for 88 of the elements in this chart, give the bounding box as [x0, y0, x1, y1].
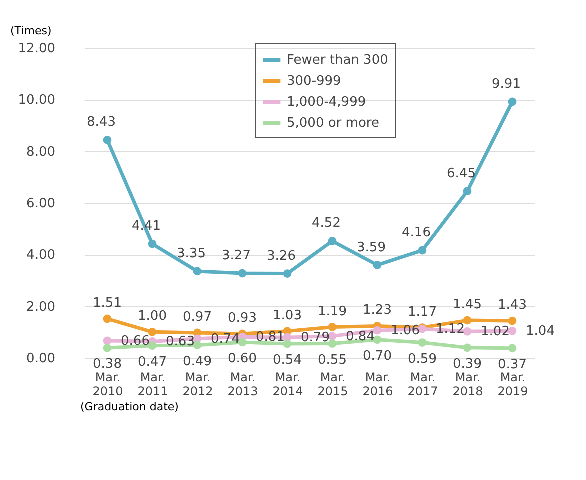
point — [508, 98, 517, 106]
x-tick-label: Mar. 2013 — [228, 370, 258, 398]
data-label: 1.00 — [138, 309, 167, 324]
data-label: 0.39 — [453, 356, 482, 372]
point — [328, 323, 337, 332]
data-label: 0.49 — [183, 354, 212, 370]
x-tick-label: Mar. 2014 — [272, 370, 304, 398]
data-label: 6.45 — [447, 166, 476, 182]
data-label: 0.59 — [408, 352, 437, 367]
data-label: 3.27 — [222, 248, 251, 264]
point — [103, 314, 112, 324]
data-label: 1.45 — [453, 298, 482, 313]
x-tick-label: Mar. 2012 — [182, 370, 214, 398]
y-tick-label: 2.00 — [26, 300, 56, 315]
point — [283, 270, 292, 278]
point — [103, 344, 112, 352]
point — [148, 328, 157, 336]
point — [103, 336, 112, 346]
data-label: 0.60 — [228, 352, 257, 366]
point — [328, 237, 337, 246]
data-label: 0.55 — [318, 352, 347, 368]
point — [508, 344, 517, 353]
data-label: 1.12 — [436, 322, 465, 338]
point — [193, 267, 202, 276]
point — [373, 326, 382, 335]
x-tick-label: Mar. 2016 — [362, 370, 394, 398]
x-tick-label: Mar. 2010 — [92, 370, 124, 398]
legend-label: 300-999 — [287, 74, 342, 89]
y-tick-label: 4.00 — [26, 248, 56, 264]
data-label: 0.74 — [211, 332, 240, 347]
data-label: 8.43 — [87, 115, 116, 130]
data-label: 0.47 — [138, 354, 167, 370]
data-label: 0.54 — [273, 353, 302, 368]
point — [103, 136, 112, 144]
data-label: 0.84 — [346, 329, 375, 344]
data-label: 0.79 — [301, 330, 330, 346]
x-tick-label: Mar. 2017 — [408, 370, 438, 398]
point — [463, 327, 472, 336]
point — [418, 338, 427, 347]
data-label: 3.35 — [177, 246, 206, 262]
point — [463, 344, 472, 352]
x-tick-label: Mar. 2019 — [498, 370, 528, 398]
point — [463, 187, 472, 196]
point — [283, 340, 292, 348]
x-tick-label: Mar. 2011 — [138, 370, 168, 398]
data-label: 0.38 — [93, 357, 122, 372]
y-tick-label: 10.00 — [18, 93, 56, 108]
data-label: 1.19 — [318, 304, 347, 320]
data-label: 1.02 — [481, 324, 510, 340]
x-tick-label: Mar. 2018 — [452, 370, 484, 398]
data-label: 1.04 — [526, 324, 555, 340]
y-tick-label: 12.00 — [18, 42, 56, 56]
y-tick-label: 0.00 — [26, 352, 56, 366]
data-label: 0.93 — [228, 310, 257, 326]
point — [418, 246, 427, 255]
y-tick-label: 8.00 — [26, 144, 56, 160]
point — [328, 340, 337, 348]
data-label: 0.97 — [183, 310, 212, 325]
legend-label: 5,000 or more — [287, 116, 380, 131]
data-label: 0.81 — [256, 330, 285, 346]
legend-label: Fewer than 300 — [287, 53, 388, 68]
x-tick-label: Mar. 2015 — [318, 370, 348, 398]
data-label: 1.23 — [363, 303, 392, 318]
data-label: 3.59 — [357, 240, 386, 256]
data-label: 0.66 — [121, 334, 150, 349]
point — [463, 316, 472, 325]
data-label: 0.70 — [363, 348, 392, 364]
y-tick-label: 6.00 — [26, 196, 56, 212]
point — [148, 342, 157, 350]
data-label: 1.03 — [273, 308, 302, 324]
data-label: 3.26 — [267, 248, 296, 264]
y-axis-title: (Times) — [10, 24, 52, 38]
point — [508, 316, 517, 326]
data-label: 0.37 — [498, 357, 527, 372]
point — [193, 341, 202, 350]
point — [373, 261, 382, 270]
point — [238, 269, 247, 278]
data-label: 1.43 — [498, 298, 527, 314]
data-label: 1.51 — [93, 296, 122, 311]
point — [148, 240, 157, 248]
data-label: 4.52 — [312, 216, 341, 232]
data-label: 1.17 — [408, 304, 437, 320]
data-label: 4.16 — [402, 226, 431, 241]
x-axis-title: (Graduation date) — [80, 400, 179, 414]
data-label: 0.63 — [166, 334, 195, 350]
data-label: 9.91 — [492, 76, 521, 92]
legend-label: 1,000-4,999 — [287, 95, 366, 110]
data-label: 1.06 — [391, 324, 420, 339]
